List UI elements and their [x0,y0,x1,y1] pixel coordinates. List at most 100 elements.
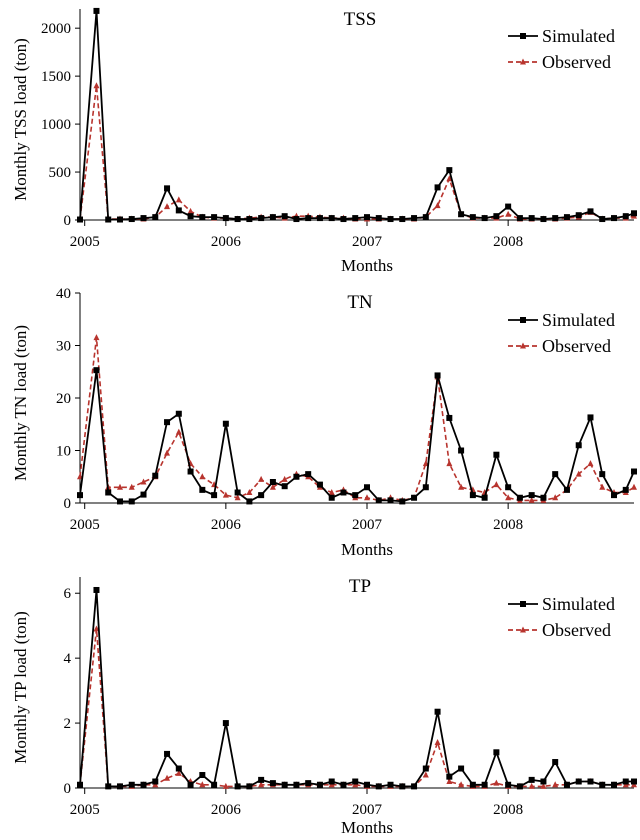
data-point [540,216,547,223]
data-point [363,781,370,788]
data-point [175,196,182,203]
data-point [305,471,312,478]
data-point [105,216,112,223]
x-tick-label: 2005 [70,517,100,533]
y-tick-label: 4 [64,651,72,667]
series-line-observed [79,337,635,502]
data-point [552,215,559,222]
data-point [293,473,300,480]
data-point [411,783,418,790]
x-tick-label: 2005 [70,802,100,818]
data-point [258,492,265,499]
data-point [631,778,637,785]
data-point [152,214,159,221]
legend: Simulated Observed [508,310,615,356]
data-point [434,184,441,191]
data-point [316,215,323,222]
data-point [516,494,523,501]
data-point [528,215,535,222]
data-point [434,372,441,379]
x-tick-label: 2008 [493,802,523,818]
data-point [140,478,147,485]
data-point [434,708,441,715]
legend-marker [520,58,526,65]
data-point [528,496,535,503]
data-point [375,783,382,790]
legend-item-observed: Observed [508,620,611,640]
data-point [505,494,512,501]
data-point [258,215,265,222]
data-point [164,449,171,456]
data-point [458,211,465,218]
y-tick-label: 500 [49,165,72,181]
data-point [128,216,135,223]
data-point [422,771,429,778]
data-point [199,473,206,480]
chart-title: TN [347,292,373,313]
data-point [563,781,570,788]
data-point [493,213,500,220]
chart-tn: 0 10 20 30 40 2005 2006 2007 2008 Months Monthly T… [11,286,637,559]
data-point [77,781,83,788]
data-point [222,215,229,222]
chart-tp: 0 2 4 6 2005 2006 2007 2008 Months Monthly TP loa… [11,576,637,837]
data-point [175,207,182,214]
data-point [493,779,500,786]
data-point [631,483,637,490]
data-point [281,483,288,490]
data-point [363,494,370,501]
data-point [258,475,265,482]
data-point [516,783,523,790]
data-point [269,214,276,221]
data-point [211,214,218,221]
legend-marker [520,601,526,607]
data-point [269,483,276,490]
data-point [116,483,123,490]
data-point [434,739,441,746]
data-point [199,772,206,779]
y-tick-label: 1000 [41,117,71,133]
data-point [587,460,594,467]
series-line-simulated [79,370,635,503]
y-tick-label: 0 [64,496,72,512]
data-point [563,486,570,493]
data-point [164,203,171,210]
y-tick-label: 2000 [41,21,71,37]
data-point [363,214,370,221]
data-point [234,783,241,790]
data-point [258,776,265,783]
y-tick-label: 40 [56,286,71,302]
data-point [340,781,347,788]
data-point [77,216,83,223]
data-point [575,470,582,477]
data-point [528,492,535,499]
data-point [246,498,253,505]
data-point [587,778,594,785]
data-point [152,778,159,785]
x-axis-title: Months [341,818,393,837]
data-point [293,781,300,788]
data-point [469,492,476,499]
data-point [340,216,347,223]
data-point [187,468,194,475]
series-simulated [77,586,637,790]
x-tick-label: 2006 [211,234,242,250]
data-point [164,419,171,426]
data-point [493,749,500,756]
legend-marker [520,33,526,39]
data-point [246,783,253,790]
data-point [128,498,135,505]
data-point [446,460,453,467]
data-point [164,185,171,192]
x-axis-title: Months [341,540,393,559]
legend-label: Observed [542,620,611,640]
x-tick-label: 2007 [352,234,383,250]
data-point [140,215,147,222]
data-point [281,475,288,482]
data-point [246,489,253,495]
data-point [246,216,253,223]
y-axis-title: Monthly TN load (ton) [11,325,30,481]
y-tick-label: 30 [56,339,71,355]
data-point [599,471,606,478]
